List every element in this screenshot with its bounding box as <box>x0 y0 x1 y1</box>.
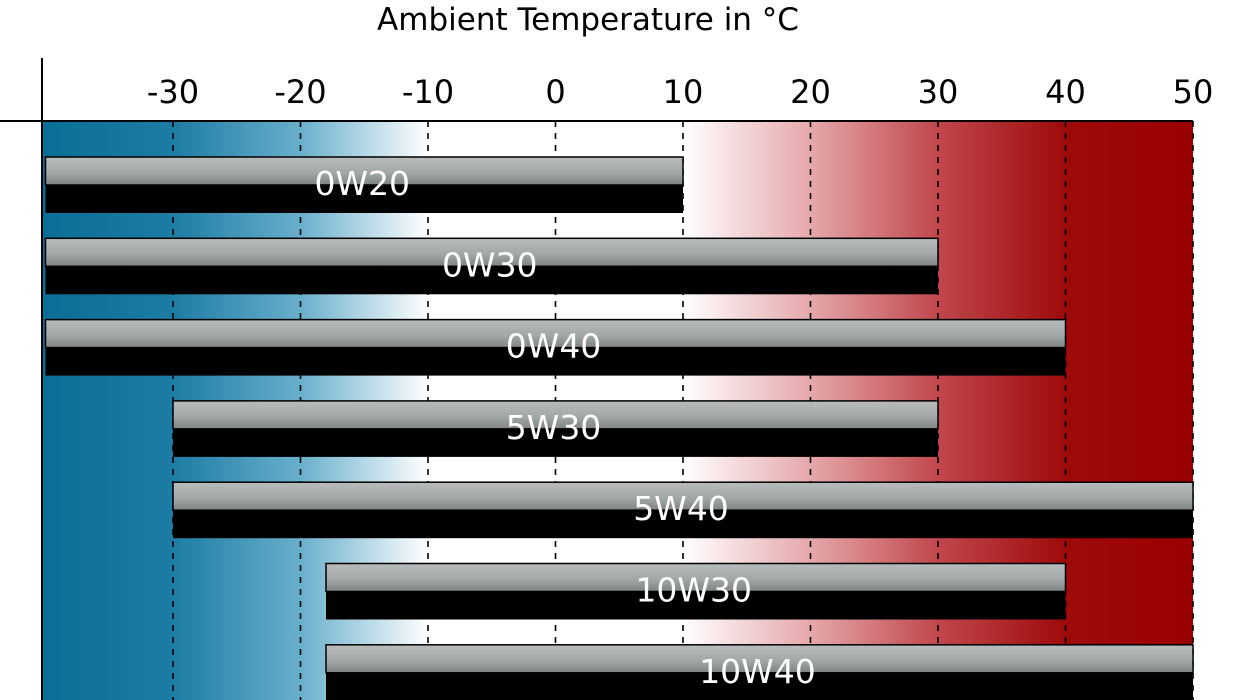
bar: 0W20 <box>44 156 684 213</box>
bar-label: 5W30 <box>506 408 602 447</box>
bar-body <box>44 318 1067 349</box>
bar: 0W30 <box>44 237 939 295</box>
bar-shadow <box>173 428 938 457</box>
bar: 10W30 <box>325 562 1067 620</box>
x-tick-label: 10 <box>663 73 704 111</box>
x-tick-label: 50 <box>1173 73 1214 111</box>
x-tick-label: 20 <box>790 73 831 111</box>
bar-label: 0W40 <box>506 327 602 366</box>
bar-shadow <box>45 185 683 213</box>
bar-body <box>44 237 939 268</box>
x-tick-label: -10 <box>402 73 454 111</box>
x-tick-label: 30 <box>918 73 959 111</box>
bar: 5W40 <box>172 481 1194 539</box>
bar: 0W40 <box>44 318 1067 376</box>
bar-label: 10W30 <box>635 571 752 610</box>
x-tick-label: -30 <box>147 73 199 111</box>
axis-title: Ambient Temperature in °C <box>377 2 799 38</box>
bar-shadow <box>45 347 1066 376</box>
bar-body <box>172 481 1194 511</box>
bar-body <box>325 644 1194 674</box>
bar-shadow <box>326 672 1193 700</box>
bar-label: 0W20 <box>314 164 410 203</box>
bar-shadow <box>326 591 1066 620</box>
bar-body <box>44 156 684 186</box>
bar: 5W30 <box>172 400 939 457</box>
bar-body <box>325 562 1067 593</box>
bar-label: 10W40 <box>699 652 816 691</box>
x-tick-label: -20 <box>274 73 326 111</box>
bar: 10W40 <box>325 644 1194 700</box>
bar-label: 5W40 <box>633 489 729 528</box>
x-tick-label: 40 <box>1045 73 1086 111</box>
x-tick-label: 0 <box>545 73 565 111</box>
bar-label: 0W30 <box>442 245 538 284</box>
bar-shadow <box>45 266 938 295</box>
bar-body <box>172 400 939 430</box>
bar-shadow <box>173 510 1193 539</box>
